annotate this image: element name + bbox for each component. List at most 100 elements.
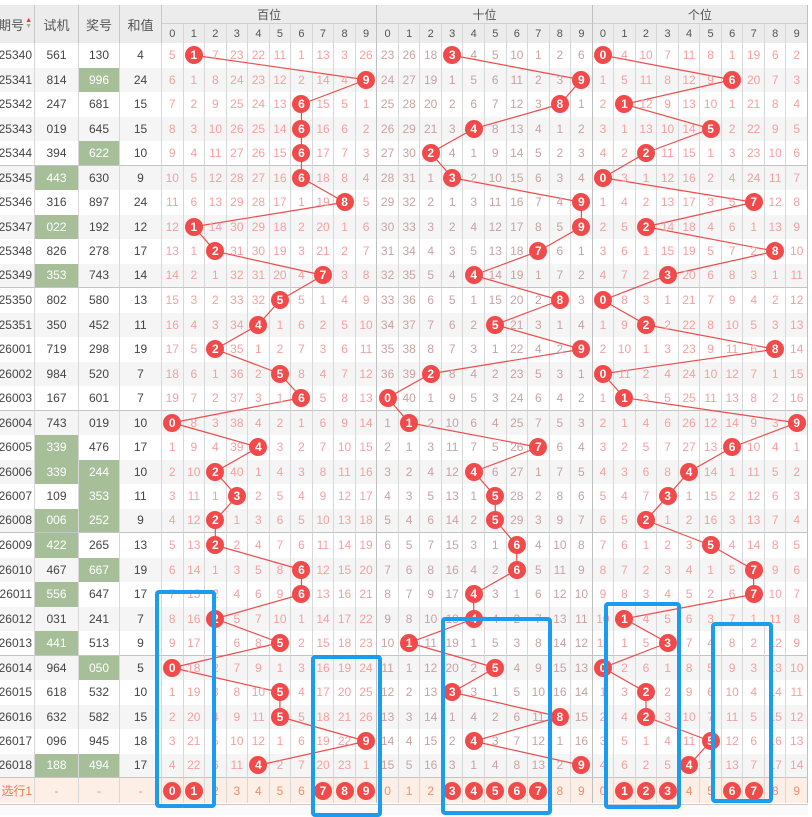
selected-digit-ball[interactable]: 3 [443,781,462,800]
header-issue[interactable]: 期号 ▲ ▼ [0,5,35,43]
miss-count: 3 [642,293,650,308]
select-digit[interactable]: 5 [707,783,714,798]
selected-digit-ball[interactable]: 1 [184,781,203,800]
select-digit-cell[interactable]: 2 [635,778,658,803]
select-digit[interactable]: 4 [685,783,693,798]
miss-count: 16 [790,390,804,405]
select-digit-cell[interactable]: 0 [592,778,615,803]
selected-digit-ball[interactable]: 7 [529,781,548,800]
select-digit[interactable]: 9 [793,783,801,798]
miss-count: 4 [513,660,521,675]
miss-count: 31 [402,170,416,185]
miss-cell: 3 [786,484,808,509]
select-digit-cell[interactable]: 0 [162,778,184,803]
select-digit-cell[interactable]: 8 [549,778,572,803]
select-digit-cell[interactable]: 8 [334,778,356,803]
miss-count: 7 [298,342,305,357]
selected-digit-ball[interactable]: 6 [723,781,742,800]
selected-digit-ball[interactable]: 5 [486,781,505,800]
selected-digit-ball[interactable]: 3 [658,781,677,800]
selected-digit-ball[interactable]: 7 [313,781,332,800]
miss-count: 6 [298,734,305,749]
select-digit[interactable]: 1 [405,783,413,798]
select-digit-cell[interactable]: 6 [291,778,313,803]
select-digit-cell[interactable]: 0 [377,778,399,803]
hit-ball: 9 [572,217,591,236]
miss-count: 3 [341,268,348,283]
select-digit-cell[interactable]: 9 [355,778,378,803]
select-digit-cell[interactable]: 1 [398,778,421,803]
select-digit[interactable]: 8 [771,783,779,798]
miss-cell: 4 [657,361,679,386]
select-digit-cell[interactable]: 5 [484,778,507,803]
miss-count: 4 [233,587,241,602]
select-digit-cell[interactable]: 3 [226,778,249,803]
select-digit-cell[interactable]: 4 [248,778,270,803]
test-number-cell: 109 [35,484,79,509]
miss-count: 8 [578,538,585,553]
miss-cell: 3 [377,459,399,484]
miss-count: 6 [168,562,176,577]
miss-cell: 4 [248,753,270,778]
miss-count: 2 [168,709,176,724]
miss-cell: 9 [205,92,227,117]
sort-up-down-icon[interactable]: ▲ ▼ [25,17,32,30]
selected-digit-ball[interactable]: 9 [357,781,376,800]
select-digit-cell[interactable]: 1 [614,778,636,803]
selected-digit-ball[interactable]: 1 [615,781,634,800]
hit-ball: 1 [400,413,419,432]
select-digit-cell[interactable]: 4 [678,778,701,803]
selected-digit-ball[interactable]: 4 [464,781,483,800]
miss-count: 3 [750,660,757,675]
miss-cell: 29 [506,508,529,533]
select-digit[interactable]: 4 [255,783,262,798]
miss-cell: 3 [549,361,572,386]
miss-count: 4 [599,758,607,773]
select-digit[interactable]: 0 [384,783,391,798]
miss-cell: 4 [420,239,442,264]
miss-count: 10 [574,587,589,602]
selected-digit-ball[interactable]: 7 [744,781,763,800]
miss-count: 7 [276,538,284,553]
miss-cell: 10 [550,533,572,558]
miss-cell: 20 [334,680,356,705]
select-digit[interactable]: 5 [276,783,284,798]
select-digit-cell[interactable]: 6 [721,778,744,803]
select-digit-cell[interactable]: 7 [743,778,765,803]
miss-cell: 2 [722,484,744,509]
select-digit-cell[interactable]: 9 [571,778,593,803]
miss-cell: 9 [786,410,808,435]
miss-cell: 2 [463,165,485,190]
miss-cell: 1 [291,410,313,435]
miss-count: 13 [574,660,589,675]
miss-cell: 6 [507,533,529,558]
miss-cell: 9 [377,606,399,631]
select-digit-cell[interactable]: 3 [441,778,464,803]
miss-count: 2 [211,390,219,405]
select-digit[interactable]: 0 [599,783,607,798]
select-digit-cell[interactable]: 4 [463,778,485,803]
selected-digit-ball[interactable]: 0 [163,781,182,800]
select-digit[interactable]: 6 [298,783,305,798]
select-digit-cell[interactable]: 5 [269,778,292,803]
miss-count: 15 [510,170,524,185]
select-digit-cell[interactable]: 9 [786,778,808,803]
miss-count: 4 [255,415,262,430]
select-digit[interactable]: 8 [556,783,564,798]
select-digit[interactable]: 3 [233,783,241,798]
select-digit-cell[interactable]: 7 [312,778,335,803]
select-digit-cell[interactable]: 2 [420,778,442,803]
selected-digit-ball[interactable]: 2 [636,781,655,800]
selected-digit-ball[interactable]: 8 [335,781,354,800]
miss-cell: 1 [592,386,615,411]
miss-cell: 9 [700,67,722,92]
miss-count: 6 [771,489,779,504]
select-digit[interactable]: 2 [427,783,434,798]
selected-digit-ball[interactable]: 6 [507,781,526,800]
select-digit-cell[interactable]: 6 [506,778,529,803]
miss-cell: 11 [442,435,464,460]
select-digit[interactable]: 9 [578,783,585,798]
miss-cell: 1 [528,459,550,484]
select-digit-cell[interactable]: 1 [183,778,206,803]
miss-cell: 11 [184,484,206,509]
